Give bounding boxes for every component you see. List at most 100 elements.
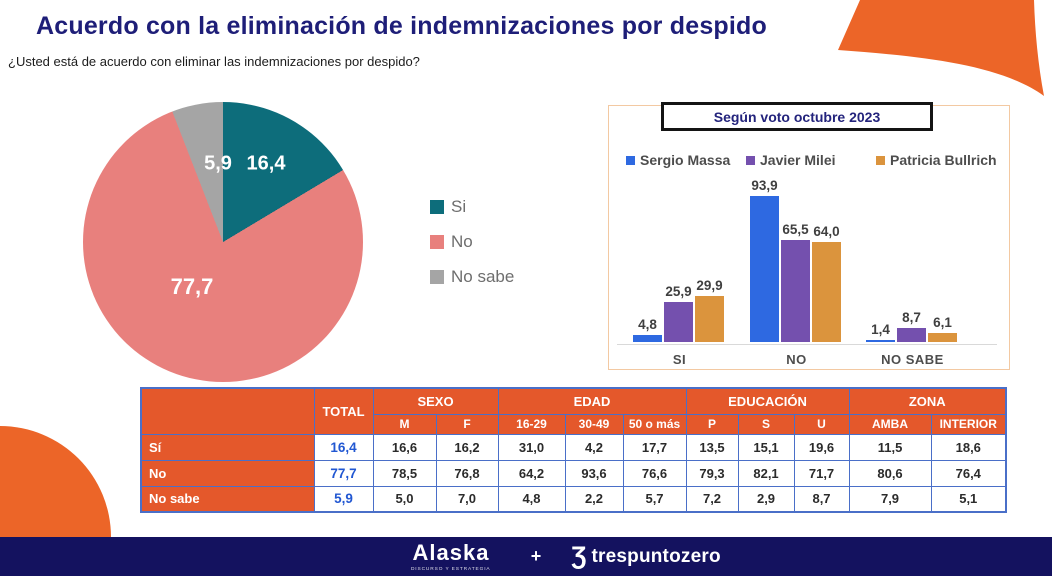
table-total-cell: 16,4 xyxy=(313,433,374,461)
table-cell: 80,6 xyxy=(848,459,932,487)
bar-with-label: 1,4 xyxy=(866,322,895,342)
bar-value-label: 8,7 xyxy=(902,310,921,325)
crosstab-table: TOTAL SEXO EDAD EDUCACIÓN ZONA M F 16-29 30-49 50… xyxy=(140,387,1008,513)
pie-legend-item-no-sabe: No sabe xyxy=(430,267,514,287)
bar-value-label: 4,8 xyxy=(638,317,657,332)
table-subheader: 16-29 xyxy=(497,413,566,435)
bar-javier-milei xyxy=(664,302,693,342)
bar-legend-item-javier-milei: Javier Milei xyxy=(746,152,836,168)
legend-swatch-icon xyxy=(430,270,444,284)
legend-swatch-icon xyxy=(746,155,755,165)
x-axis-category-label: NO xyxy=(786,352,807,367)
bar-with-label: 65,5 xyxy=(781,222,810,342)
bar-value-label: 65,5 xyxy=(782,222,809,237)
pie-legend: Si No No sabe xyxy=(430,197,514,287)
bar-javier-milei xyxy=(897,328,926,342)
table-row: No 77,7 78,5 76,8 64,2 93,6 76,6 79,3 82,1 71,7 80… xyxy=(140,459,1007,487)
trespuntozero-3-icon: Ʒ xyxy=(571,542,587,570)
bar-sergio-massa xyxy=(866,340,895,342)
bar-sergio-massa xyxy=(750,196,779,342)
pie-legend-label: No sabe xyxy=(451,267,515,286)
bar-value-label: 93,9 xyxy=(751,178,778,193)
bar-group-si: 4,8 25,9 29,9 xyxy=(633,278,724,342)
table-total-cell: 77,7 xyxy=(313,459,374,487)
alaska-logo: Alaska DISCURSO Y ESTRATEGIA xyxy=(401,539,500,572)
pie-legend-item-si: Si xyxy=(430,197,514,217)
footer-bar: Alaska DISCURSO Y ESTRATEGIA + Ʒ trespun… xyxy=(0,537,1052,576)
table-row-label: Sí xyxy=(140,433,315,461)
table-cell: 76,4 xyxy=(930,459,1007,487)
bar-legend-label: Javier Milei xyxy=(760,152,836,168)
table-cell: 5,7 xyxy=(622,485,687,513)
table-header-group-sexo: SEXO xyxy=(372,387,499,415)
bar-chart-title: Según voto octubre 2023 xyxy=(713,108,881,125)
bar-javier-milei xyxy=(781,240,810,342)
bar-legend-item-patricia-bullrich: Patricia Bullrich xyxy=(876,152,997,168)
pie-legend-label: No xyxy=(451,232,473,251)
alaska-logo-text: Alaska xyxy=(412,539,490,565)
bar-group-no: 93,9 65,5 64,0 xyxy=(750,178,841,342)
table-cell: 15,1 xyxy=(737,433,795,461)
bar-patricia-bullrich xyxy=(928,333,957,342)
table-cell: 76,6 xyxy=(622,459,687,487)
bar-legend-label: Sergio Massa xyxy=(640,152,731,168)
pie-legend-label: Si xyxy=(451,197,467,216)
table-subheader: U xyxy=(793,413,850,435)
bar-chart-panel: Según voto octubre 2023 Sergio Massa Javi… xyxy=(608,102,1010,370)
table-cell: 2,9 xyxy=(737,485,795,513)
bar-group-no-sabe: 1,4 8,7 6,1 xyxy=(866,310,957,342)
pie-legend-item-no: No xyxy=(430,232,514,252)
survey-question: ¿Usted está de acuerdo con eliminar las … xyxy=(8,54,420,69)
legend-swatch-icon xyxy=(430,200,444,214)
legend-swatch-icon xyxy=(626,155,635,165)
trespuntozero-logo-text: trespuntozero xyxy=(591,545,721,567)
table-cell: 19,6 xyxy=(793,433,850,461)
page-title: Acuerdo con la eliminación de indemnizac… xyxy=(36,12,767,40)
pie-label-no: 77,7 xyxy=(170,274,214,299)
table-cell: 18,6 xyxy=(930,433,1007,461)
table-cell: 7,2 xyxy=(685,485,739,513)
table-cell: 16,6 xyxy=(372,433,437,461)
table-header-group-educación: EDUCACIÓN xyxy=(685,387,850,415)
bar-patricia-bullrich xyxy=(695,296,724,342)
table-cell: 64,2 xyxy=(497,459,566,487)
table-cell: 11,5 xyxy=(848,433,932,461)
table-cell: 17,7 xyxy=(622,433,687,461)
table-cell: 5,1 xyxy=(930,485,1007,513)
table-subheader: INTERIOR xyxy=(930,413,1007,435)
pie-label-nosabe: 5,9 xyxy=(204,152,232,175)
bar-with-label: 93,9 xyxy=(750,178,779,342)
table-subheader: M xyxy=(372,413,437,435)
x-axis-category-label: NO SABE xyxy=(881,352,944,367)
table-header-group-edad: EDAD xyxy=(497,387,687,415)
table-cell: 7,0 xyxy=(435,485,499,513)
table-cell: 5,0 xyxy=(372,485,437,513)
pie-chart-area: 16,4 5,9 77,7 xyxy=(83,102,363,382)
bar-with-label: 64,0 xyxy=(812,224,841,342)
bar-legend-item-sergio-massa: Sergio Massa xyxy=(626,152,730,168)
legend-swatch-icon xyxy=(876,155,885,165)
table-subheader: P xyxy=(685,413,739,435)
pie-label-si: 16,4 xyxy=(246,152,286,175)
alaska-logo-tagline: DISCURSO Y ESTRATEGIA xyxy=(411,566,491,571)
table-cell: 79,3 xyxy=(685,459,739,487)
bar-patricia-bullrich xyxy=(812,242,841,342)
table-cell: 4,2 xyxy=(564,433,624,461)
table-row: No sabe 5,9 5,0 7,0 4,8 2,2 5,7 7,2 2,9 8,7 7,9 5,1 xyxy=(140,485,1007,513)
plus-separator: + xyxy=(530,546,542,566)
bar-sergio-massa xyxy=(633,335,662,342)
table-cell: 31,0 xyxy=(497,433,566,461)
bar-with-label: 4,8 xyxy=(633,317,662,342)
bar-legend-label: Patricia Bullrich xyxy=(890,152,997,168)
table-cell: 78,5 xyxy=(372,459,437,487)
table-cell: 16,2 xyxy=(435,433,499,461)
table-subheader: S xyxy=(737,413,795,435)
bar-chart-title-box: Según voto octubre 2023 xyxy=(661,102,933,131)
table-cell: 13,5 xyxy=(685,433,739,461)
corner-shape-top-right-icon xyxy=(838,0,1044,96)
bar-value-label: 29,9 xyxy=(696,278,723,293)
bar-value-label: 6,1 xyxy=(933,315,952,330)
table-subheader: F xyxy=(435,413,499,435)
table-cell: 2,2 xyxy=(564,485,624,513)
